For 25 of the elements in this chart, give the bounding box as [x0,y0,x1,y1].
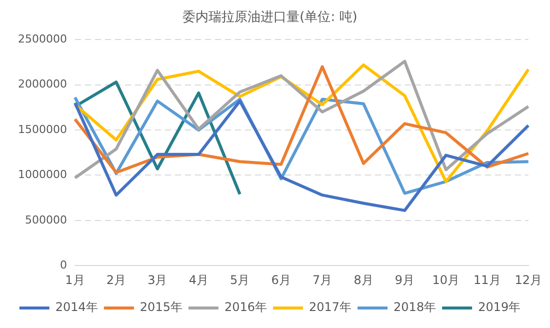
legend-label: 2016年 [224,300,268,314]
x-tick-label: 6月 [271,272,291,287]
x-tick-label: 5月 [230,272,250,287]
y-tick-label: 2000000 [18,78,67,91]
legend-label: 2018年 [394,300,436,314]
y-tick-label: 1500000 [18,122,67,136]
x-tick-label: 1月 [65,272,85,287]
chart-title: 委内瑞拉原油进口量(单位: 吨) [182,10,358,26]
legend-label: 2015年 [140,300,182,314]
y-tick-label: 0 [60,258,67,272]
legend-label: 2014年 [55,300,98,314]
x-tick-label: 4月 [188,272,208,287]
y-tick-label: 500000 [24,213,67,226]
y-tick-label: 2500000 [18,32,67,46]
x-tick-label: 10月 [432,272,460,287]
x-tick-label: 11月 [474,272,501,287]
x-tick-label: 7月 [312,272,332,287]
x-tick-label: 8月 [354,272,374,287]
x-tick-label: 3月 [148,272,168,287]
legend-label: 2019年 [478,300,521,314]
x-tick-label: 12月 [514,272,542,287]
legend-label: 2017年 [309,300,352,314]
y-tick-label: 1000000 [18,168,67,182]
x-tick-label: 9月 [394,272,415,287]
x-tick-label: 2月 [106,272,126,287]
